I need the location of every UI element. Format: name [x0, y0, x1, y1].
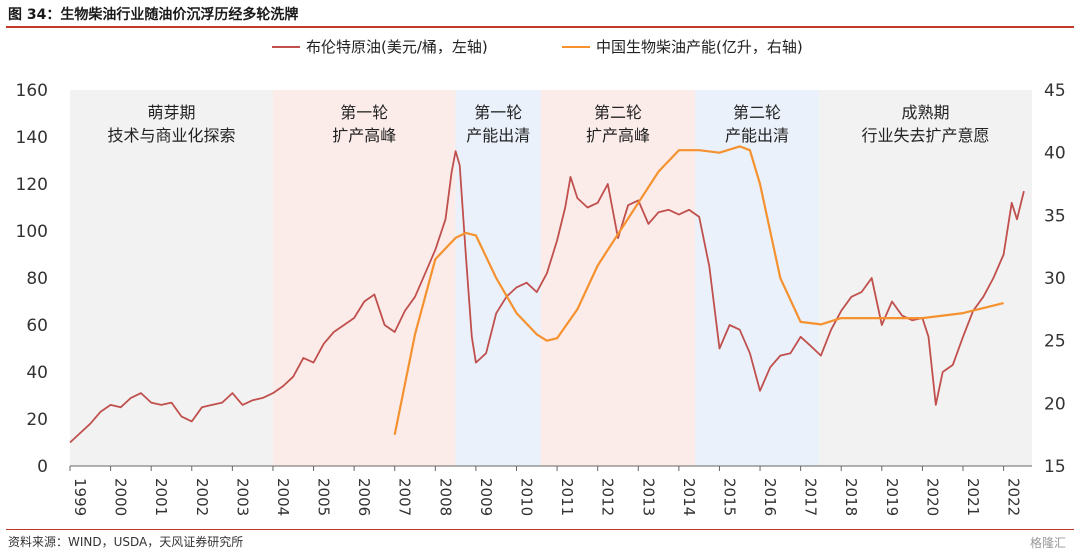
- footer-rule: [6, 529, 1074, 530]
- axes: 0 20 40 60 80 100 120 140 160 15 20 25 30 35 40 45 1999 2…: [16, 81, 1066, 516]
- phase-band: [695, 90, 819, 466]
- brent-oil-line: [69, 150, 1025, 444]
- x-tick-label: 2016: [761, 478, 779, 516]
- y-right-tick-label: 30: [1044, 269, 1066, 289]
- phase-label-subtitle: 产能出清: [725, 126, 789, 145]
- biodiesel-capacity-line: [393, 145, 1004, 435]
- y-left-tick-label: 0: [37, 457, 48, 477]
- legend-label: 中国生物柴油产能(亿升，右轴): [596, 38, 803, 56]
- phase-band: [540, 90, 696, 466]
- figure-title: 图 34：生物柴油行业随油价沉浮历经多轮洗牌: [8, 7, 299, 23]
- x-tick-label: 2003: [233, 478, 251, 516]
- y-right-tick-label: 45: [1044, 81, 1066, 101]
- x-tick-label: 2013: [639, 478, 657, 516]
- phase-band: [455, 90, 541, 466]
- x-tick-label: 2021: [964, 478, 982, 516]
- legend-label: 布伦特原油(美元/桶，左轴): [306, 38, 488, 56]
- x-tick-label: 2019: [883, 478, 901, 516]
- legend: 布伦特原油(美元/桶，左轴) 中国生物柴油产能(亿升，右轴): [272, 38, 803, 56]
- x-tick-label: 2002: [193, 478, 211, 516]
- phase-label-title: 萌芽期: [147, 103, 195, 122]
- y-left-tick-label: 40: [26, 363, 48, 383]
- phase-label-subtitle: 扩产高峰: [332, 126, 396, 145]
- phase-band: [272, 90, 456, 466]
- y-left-tick-label: 20: [26, 410, 48, 430]
- y-left-tick-label: 100: [16, 222, 48, 242]
- y-right-tick-label: 20: [1044, 394, 1066, 414]
- x-tick-label: 2008: [436, 478, 454, 516]
- phase-label-subtitle: 产能出清: [466, 126, 530, 145]
- y-left-tick-label: 160: [16, 81, 48, 101]
- phase-label-title: 第一轮: [474, 103, 522, 122]
- x-tick-label: 1999: [71, 478, 89, 516]
- phase-label-subtitle: 技术与商业化探索: [107, 126, 235, 145]
- source-note: 资料来源：WIND，USDA，天风证券研究所: [8, 535, 244, 549]
- y-left-tick-label: 140: [16, 128, 48, 148]
- y-left-tick-label: 120: [16, 175, 48, 195]
- phase-label-subtitle: 行业失去扩产意愿: [861, 126, 989, 145]
- phase-band: [70, 90, 273, 466]
- x-tick-label: 2014: [680, 478, 698, 516]
- y-left-tick-label: 60: [26, 316, 48, 336]
- watermark: 格隆汇: [1029, 536, 1066, 550]
- x-tick-label: 2000: [112, 478, 130, 516]
- x-tick-label: 2005: [315, 478, 333, 516]
- x-tick-label: 2011: [558, 478, 576, 516]
- x-tick-label: 2010: [517, 478, 535, 516]
- y-right-tick-label: 35: [1044, 206, 1066, 226]
- x-tick-label: 2001: [152, 478, 170, 516]
- phase-label-title: 第二轮: [733, 103, 781, 122]
- y-right-tick-label: 15: [1044, 457, 1066, 477]
- x-tick-label: 2020: [923, 478, 941, 516]
- x-tick-label: 2006: [355, 478, 373, 516]
- x-tick-label: 2007: [396, 478, 414, 516]
- x-tick-label: 2009: [477, 478, 495, 516]
- phase-label-title: 第一轮: [340, 103, 388, 122]
- x-tick-label: 2022: [1005, 478, 1023, 516]
- phase-band: [818, 90, 1032, 466]
- x-tick-label: 2012: [599, 478, 617, 516]
- y-right-tick-label: 25: [1044, 332, 1066, 352]
- phase-label-title: 成熟期: [901, 103, 949, 122]
- x-tick-label: 2018: [842, 478, 860, 516]
- x-tick-label: 2017: [802, 478, 820, 516]
- phase-label-subtitle: 扩产高峰: [586, 126, 650, 145]
- y-right-tick-label: 40: [1044, 144, 1066, 164]
- y-left-tick-label: 80: [26, 269, 48, 289]
- title-rule: [6, 26, 1074, 28]
- x-tick-label: 2015: [720, 478, 738, 516]
- series-lines: [69, 145, 1025, 444]
- x-tick-label: 2004: [274, 478, 292, 516]
- phase-label-title: 第二轮: [594, 103, 642, 122]
